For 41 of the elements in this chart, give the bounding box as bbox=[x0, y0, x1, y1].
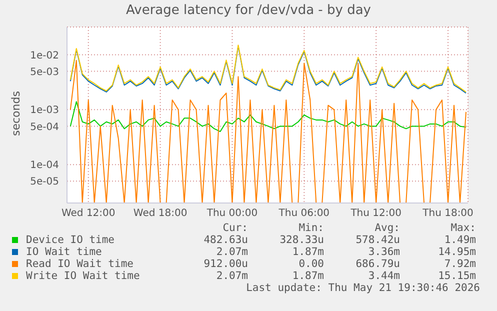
y-tick-label: 5e-04 bbox=[30, 122, 59, 133]
text: 482.63u bbox=[202, 234, 248, 246]
legend-label: Write IO Wait time bbox=[26, 270, 140, 282]
legend-label: IO Wait time bbox=[26, 246, 102, 258]
x-tick-label: Thu 06:00 bbox=[278, 208, 330, 220]
x-tick-label: Thu 18:00 bbox=[422, 208, 474, 220]
y-tick-label: 1e-04 bbox=[30, 160, 59, 172]
text: 2.07m bbox=[215, 270, 248, 282]
text: 3.44m bbox=[367, 270, 400, 282]
text: Last update: Thu May 21 19:30:46 2026 bbox=[245, 282, 480, 294]
text: 578.42u bbox=[354, 234, 400, 246]
text: 686.79u bbox=[354, 258, 400, 270]
text: 328.33u bbox=[278, 234, 324, 246]
text: 14.95m bbox=[437, 246, 476, 258]
x-tick-label: Wed 12:00 bbox=[61, 208, 116, 220]
line-series bbox=[70, 60, 466, 203]
y-axis-title: seconds bbox=[10, 90, 22, 138]
y-tick-label: 5e-03 bbox=[30, 66, 59, 78]
x-tick-label: Wed 18:00 bbox=[133, 208, 188, 220]
y-tick-label: 5e-05 bbox=[30, 176, 59, 188]
y-tick-label: 1e-02 bbox=[30, 50, 59, 62]
text: 3.36m bbox=[367, 246, 400, 258]
x-tick-label: Thu 12:00 bbox=[350, 208, 402, 220]
legend-label: Read IO Wait time bbox=[26, 258, 134, 270]
legend-label: Device IO time bbox=[26, 234, 115, 246]
text: Min: bbox=[298, 222, 324, 234]
text: 912.00u bbox=[202, 258, 248, 270]
text: 1.87m bbox=[291, 270, 324, 282]
text: 2.07m bbox=[215, 246, 248, 258]
text: Avg: bbox=[374, 222, 400, 234]
line-series bbox=[70, 101, 466, 132]
text: Max: bbox=[450, 222, 476, 234]
text: 15.15m bbox=[437, 270, 476, 282]
text: Cur: bbox=[222, 222, 248, 234]
text: 0.00 bbox=[298, 258, 324, 270]
text: 1.49m bbox=[443, 234, 476, 246]
chart-title: Average latency for /dev/vda - by day bbox=[125, 3, 372, 18]
y-tick-label: 1e-03 bbox=[30, 105, 59, 116]
text: 1.87m bbox=[291, 246, 324, 258]
x-tick-label: Thu 00:00 bbox=[206, 208, 258, 220]
text: 7.92m bbox=[443, 258, 476, 270]
